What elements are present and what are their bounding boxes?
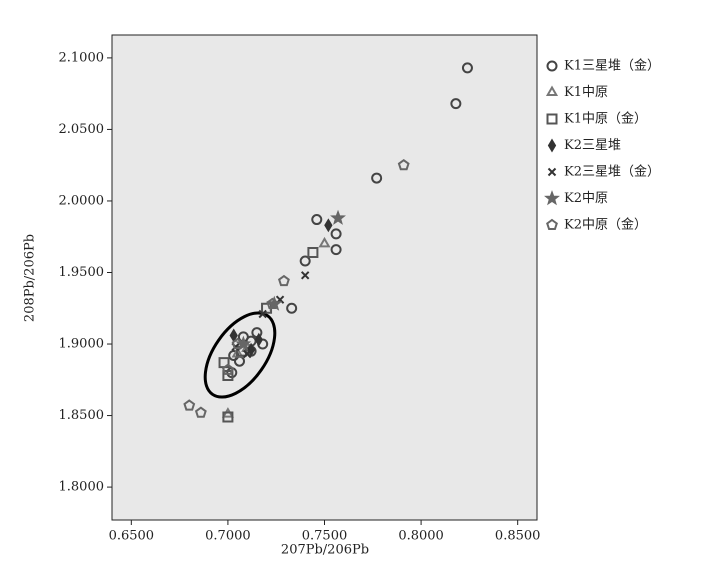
x-tick-label: 0.6500: [109, 529, 155, 544]
legend-label: K2三星堆: [564, 138, 621, 153]
point: [222, 411, 234, 423]
point: [226, 367, 238, 379]
x-tick-label: 0.7500: [302, 529, 348, 544]
point: [235, 335, 252, 351]
point: [183, 399, 196, 411]
y-tick-label: 1.8000: [59, 480, 105, 495]
point: [266, 297, 279, 310]
point: [450, 98, 462, 110]
point: [330, 228, 342, 240]
point: [222, 370, 234, 382]
x-tick-label: 0.8500: [495, 529, 541, 544]
plot-area: [111, 34, 538, 521]
y-tick-label: 1.8500: [59, 408, 105, 423]
point: [299, 255, 311, 267]
legend-label: K2三星堆（金）: [564, 164, 660, 180]
legend-marker: [546, 218, 558, 231]
cluster-ellipse: [203, 311, 277, 399]
point: [254, 332, 263, 347]
point: [307, 246, 319, 258]
point: [286, 302, 298, 314]
y-tick-label: 2.0000: [59, 193, 105, 208]
point: [258, 309, 267, 319]
y-tick-label: 2.1000: [59, 50, 105, 65]
y-tick-label: 1.9000: [59, 337, 105, 352]
point: [461, 62, 473, 74]
legend-label: K1三星堆（金）: [564, 58, 660, 74]
legend-label: K1中原（金）: [564, 111, 647, 127]
point: [330, 244, 342, 256]
point: [251, 327, 263, 339]
point: [324, 218, 333, 233]
x-tick-label: 0.8000: [398, 529, 444, 544]
point: [231, 337, 244, 350]
legend-marker: [547, 138, 557, 153]
legend-marker: [545, 85, 559, 96]
point: [221, 363, 234, 375]
legend-label: K2中原（金）: [564, 217, 647, 233]
legend-marker: [544, 190, 560, 206]
y-tick-label: 2.0500: [59, 122, 105, 137]
point: [311, 214, 323, 226]
legend-marker: [546, 60, 558, 72]
point: [318, 236, 331, 248]
point: [277, 274, 290, 287]
legend-marker: [547, 167, 557, 177]
legend-label: K1中原: [564, 85, 608, 100]
point: [243, 349, 252, 359]
point: [229, 328, 238, 343]
x-tick-label: 0.7000: [205, 529, 251, 544]
x-axis-label: 207Pb/206Pb: [281, 543, 369, 558]
point: [218, 357, 230, 369]
point: [300, 271, 310, 280]
y-axis-label: 208Pb/206Pb: [23, 234, 38, 322]
legend-label: K2中原: [564, 191, 608, 206]
point: [194, 406, 207, 418]
legend-marker: [546, 113, 558, 125]
point: [330, 209, 346, 225]
point: [371, 172, 383, 184]
y-tick-label: 1.9500: [59, 265, 105, 280]
point: [233, 355, 246, 367]
point: [397, 158, 410, 171]
